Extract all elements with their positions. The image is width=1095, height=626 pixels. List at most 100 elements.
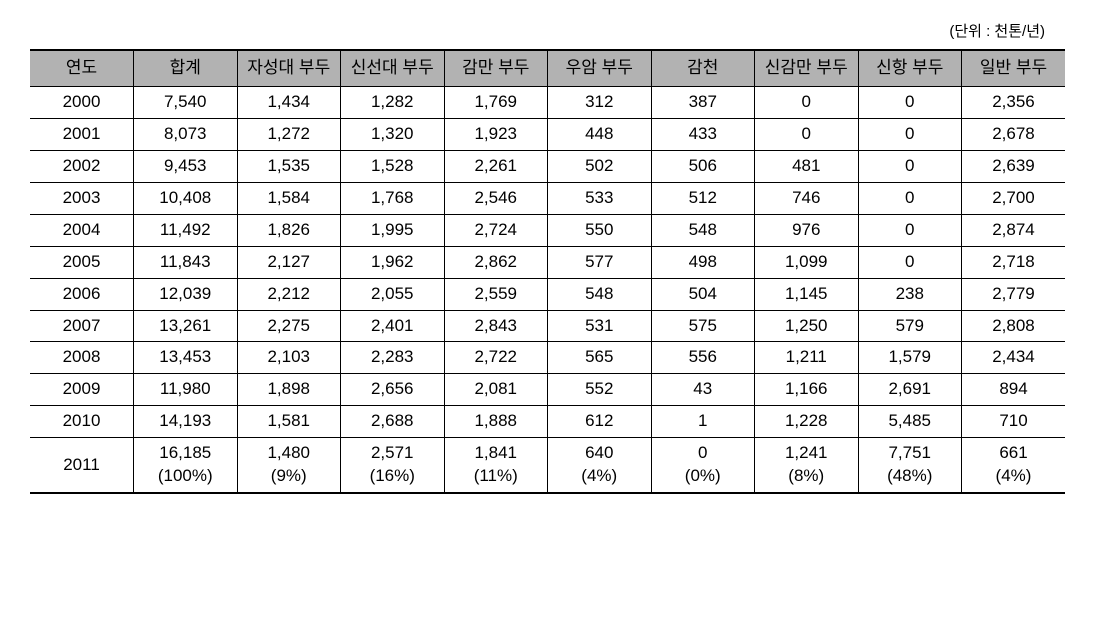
table-cell: 2,261 [444, 150, 548, 182]
table-cell: 2,559 [444, 278, 548, 310]
table-cell: 2,275 [237, 310, 341, 342]
table-row: 200511,8432,1271,9622,8625774981,09902,7… [30, 246, 1065, 278]
table-cell: 550 [548, 214, 652, 246]
table-cell: 11,492 [134, 214, 238, 246]
table-cell: 5,485 [858, 406, 962, 438]
column-header-5: 우암 부두 [548, 50, 652, 86]
table-cell: 661 (4%) [962, 438, 1066, 493]
table-cell: 1,434 [237, 86, 341, 118]
table-cell: 498 [651, 246, 755, 278]
table-cell: 512 [651, 182, 755, 214]
table-cell: 2,843 [444, 310, 548, 342]
table-cell: 2002 [30, 150, 134, 182]
table-cell: 1,962 [341, 246, 445, 278]
table-cell: 1,841 (11%) [444, 438, 548, 493]
table-cell: 14,193 [134, 406, 238, 438]
table-cell: 0 [858, 214, 962, 246]
table-cell: 2,434 [962, 342, 1066, 374]
table-cell: 10,408 [134, 182, 238, 214]
table-cell: 2010 [30, 406, 134, 438]
table-cell: 2,283 [341, 342, 445, 374]
column-header-9: 일반 부두 [962, 50, 1066, 86]
table-cell: 548 [548, 278, 652, 310]
table-cell: 577 [548, 246, 652, 278]
table-row: 20018,0731,2721,3201,923448433002,678 [30, 118, 1065, 150]
table-cell: 433 [651, 118, 755, 150]
data-table: 연도합계자성대 부두신선대 부두감만 부두우암 부두감천신감만 부두신항 부두일… [30, 49, 1065, 494]
table-row: 200813,4532,1032,2832,7225655561,2111,57… [30, 342, 1065, 374]
header-row: 연도합계자성대 부두신선대 부두감만 부두우암 부두감천신감만 부두신항 부두일… [30, 50, 1065, 86]
table-cell: 2,571 (16%) [341, 438, 445, 493]
table-cell: 710 [962, 406, 1066, 438]
table-cell: 1,888 [444, 406, 548, 438]
table-cell: 2001 [30, 118, 134, 150]
table-cell: 1,535 [237, 150, 341, 182]
table-cell: 575 [651, 310, 755, 342]
table-cell: 0 [858, 86, 962, 118]
table-cell: 13,453 [134, 342, 238, 374]
table-cell: 1,768 [341, 182, 445, 214]
table-cell: 1,769 [444, 86, 548, 118]
table-cell: 556 [651, 342, 755, 374]
table-cell: 1,282 [341, 86, 445, 118]
table-cell: 612 [548, 406, 652, 438]
table-header: 연도합계자성대 부두신선대 부두감만 부두우암 부두감천신감만 부두신항 부두일… [30, 50, 1065, 86]
table-row: 20007,5401,4341,2821,769312387002,356 [30, 86, 1065, 118]
table-cell: 2,874 [962, 214, 1066, 246]
table-cell: 2004 [30, 214, 134, 246]
table-cell: 1,241 (8%) [755, 438, 859, 493]
table-cell: 312 [548, 86, 652, 118]
table-cell: 2008 [30, 342, 134, 374]
table-cell: 2011 [30, 438, 134, 493]
table-cell: 7,751 (48%) [858, 438, 962, 493]
table-body: 20007,5401,4341,2821,769312387002,356200… [30, 86, 1065, 493]
table-cell: 2,678 [962, 118, 1066, 150]
table-row: 200713,2612,2752,4012,8435315751,2505792… [30, 310, 1065, 342]
table-cell: 387 [651, 86, 755, 118]
table-cell: 640 (4%) [548, 438, 652, 493]
column-header-1: 합계 [134, 50, 238, 86]
table-cell: 0 [858, 246, 962, 278]
table-cell: 238 [858, 278, 962, 310]
unit-label: (단위 : 천톤/년) [30, 20, 1065, 41]
table-cell: 2,546 [444, 182, 548, 214]
table-cell: 1,145 [755, 278, 859, 310]
table-cell: 2,103 [237, 342, 341, 374]
table-cell: 1 [651, 406, 755, 438]
table-cell: 12,039 [134, 278, 238, 310]
table-row: 200612,0392,2122,0552,5595485041,1452382… [30, 278, 1065, 310]
table-cell: 976 [755, 214, 859, 246]
table-cell: 2,862 [444, 246, 548, 278]
table-cell: 2009 [30, 374, 134, 406]
table-cell: 1,099 [755, 246, 859, 278]
table-cell: 2,356 [962, 86, 1066, 118]
table-cell: 2,722 [444, 342, 548, 374]
table-cell: 1,320 [341, 118, 445, 150]
table-row: 20029,4531,5351,5282,26150250648102,639 [30, 150, 1065, 182]
table-cell: 7,540 [134, 86, 238, 118]
table-cell: 0 (0%) [651, 438, 755, 493]
table-cell: 2,688 [341, 406, 445, 438]
column-header-2: 자성대 부두 [237, 50, 341, 86]
table-cell: 2,779 [962, 278, 1066, 310]
table-cell: 1,581 [237, 406, 341, 438]
table-cell: 1,211 [755, 342, 859, 374]
table-cell: 2,656 [341, 374, 445, 406]
table-cell: 2,401 [341, 310, 445, 342]
column-header-7: 신감만 부두 [755, 50, 859, 86]
table-cell: 1,826 [237, 214, 341, 246]
table-cell: 2003 [30, 182, 134, 214]
table-cell: 533 [548, 182, 652, 214]
table-cell: 1,584 [237, 182, 341, 214]
table-cell: 2006 [30, 278, 134, 310]
table-cell: 502 [548, 150, 652, 182]
table-row: 200411,4921,8261,9952,72455054897602,874 [30, 214, 1065, 246]
table-cell: 0 [858, 118, 962, 150]
column-header-8: 신항 부두 [858, 50, 962, 86]
table-cell: 2,700 [962, 182, 1066, 214]
table-cell: 548 [651, 214, 755, 246]
table-cell: 9,453 [134, 150, 238, 182]
table-cell: 2,718 [962, 246, 1066, 278]
table-cell: 565 [548, 342, 652, 374]
column-header-6: 감천 [651, 50, 755, 86]
